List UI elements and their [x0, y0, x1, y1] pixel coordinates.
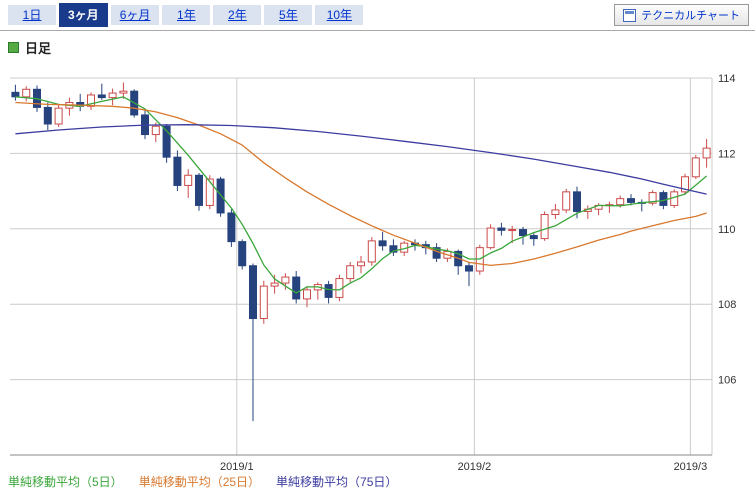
candle-body — [378, 240, 387, 247]
candle-body — [281, 276, 290, 284]
y-axis-label: 114 — [718, 73, 736, 85]
range-tab-1年[interactable]: 1年 — [162, 5, 211, 25]
sma-75-line — [15, 124, 707, 195]
candle-body — [508, 229, 517, 232]
candle-body — [681, 176, 689, 193]
candle-body — [303, 289, 311, 300]
candle-body — [108, 92, 117, 99]
candle-body — [43, 106, 52, 125]
range-tab-10年[interactable]: 10年 — [315, 5, 364, 25]
x-axis-label: 2019/2 — [458, 461, 492, 472]
range-tabbar: 1日 3ヶ月 6ヶ月 1年 2年 5年 10年 テクニカルチャート — [0, 0, 755, 31]
candle-body — [292, 276, 301, 300]
candle-body — [702, 147, 711, 159]
candle-body — [119, 90, 128, 94]
candle-body — [87, 94, 95, 107]
sma-25-line — [15, 101, 707, 267]
candle-body — [659, 192, 668, 206]
range-tabs: 1日 3ヶ月 6ヶ月 1年 2年 5年 10年 — [8, 3, 364, 27]
candle-body — [249, 265, 257, 320]
candle-body — [238, 241, 247, 267]
y-axis-label: 112 — [718, 148, 736, 160]
candle-body — [162, 125, 171, 158]
y-axis-label: 108 — [718, 299, 736, 311]
candle-body — [367, 240, 376, 263]
candle-body — [346, 265, 355, 280]
candle-body — [227, 212, 236, 243]
technical-chart-button[interactable]: テクニカルチャート — [614, 4, 749, 26]
candle-body — [216, 178, 225, 214]
candle-body — [573, 191, 581, 212]
candle-body — [270, 282, 279, 287]
legend-item: 単純移動平均（25日） — [138, 475, 261, 489]
chart-title-row: 日足 — [8, 38, 51, 57]
candle-body — [54, 107, 63, 125]
candle-body — [22, 88, 31, 98]
candle-body — [616, 198, 625, 206]
candle-body — [465, 265, 473, 272]
range-tab-6ヶ月[interactable]: 6ヶ月 — [110, 5, 160, 25]
candle-body — [184, 174, 193, 186]
y-axis-label: 110 — [718, 224, 736, 236]
candle-body — [11, 91, 20, 98]
legend: 単純移動平均（5日） 単純移動平均（25日） 単純移動平均（75日） — [8, 473, 397, 490]
candle-body — [497, 227, 506, 231]
range-tab-2年[interactable]: 2年 — [213, 5, 262, 25]
range-tab-5年[interactable]: 5年 — [264, 5, 313, 25]
candle-body — [173, 156, 182, 186]
candle-body — [205, 178, 214, 206]
candle-body — [389, 245, 398, 253]
candle-body — [357, 261, 365, 267]
candle-body — [97, 94, 106, 99]
candle-body — [195, 174, 203, 206]
green-square-bullet-icon — [8, 42, 19, 53]
candle-body — [151, 125, 160, 136]
x-axis-label: 2019/1 — [220, 461, 254, 472]
legend-item: 単純移動平均（75日） — [276, 475, 398, 489]
candle-body — [324, 284, 333, 298]
chart-title: 日足 — [25, 41, 52, 56]
candle-body — [691, 157, 700, 178]
candle-body — [562, 191, 571, 211]
range-tab-3ヶ月[interactable]: 3ヶ月 — [59, 3, 108, 27]
candle-body — [259, 285, 268, 320]
candle-body — [519, 229, 527, 237]
y-axis-label: 106 — [718, 375, 736, 387]
legend-item: 単純移動平均（5日） — [8, 475, 123, 489]
candle-body — [551, 209, 560, 215]
x-axis-label: 2019/3 — [674, 461, 708, 472]
range-tab-1日[interactable]: 1日 — [8, 5, 56, 25]
price-chart: 114 112 110 108 106 2019/1 2019/2 2019/3 — [10, 73, 736, 472]
sma-5-line — [15, 96, 708, 294]
chart-window-icon — [623, 8, 637, 22]
candle-body — [486, 227, 495, 249]
candle-body — [529, 235, 538, 240]
technical-chart-button-label: テクニカルチャート — [641, 10, 740, 22]
candle-body — [540, 213, 549, 240]
candle-body — [627, 198, 635, 203]
candle-body — [648, 192, 657, 204]
